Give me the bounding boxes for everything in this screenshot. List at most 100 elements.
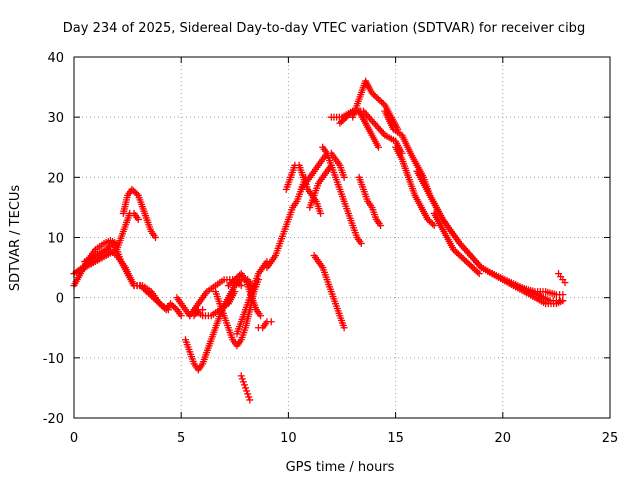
data-point-interp [148, 292, 156, 300]
data-point [128, 185, 136, 193]
data-point [342, 113, 350, 121]
data-point [449, 246, 457, 254]
data-point-interp [376, 97, 384, 105]
data-point-interp [344, 112, 352, 120]
data-point-interp [105, 243, 113, 251]
data-point-interp [459, 255, 467, 263]
data-point [374, 95, 382, 103]
data-point [374, 143, 382, 151]
data-point [267, 318, 275, 326]
data-point-interp [466, 261, 474, 269]
data-point [340, 173, 348, 181]
x-tick-label: 15 [387, 431, 404, 446]
data-point [231, 288, 239, 296]
data-point-interp [370, 91, 378, 99]
x-tick-label: 0 [70, 431, 78, 446]
data-point [239, 378, 247, 386]
data-point [199, 306, 207, 314]
data-point-interp [232, 274, 240, 282]
data-point-interp [371, 92, 379, 100]
series-arc23 [349, 77, 402, 133]
chart-title: Day 234 of 2025, Sidereal Day-to-day VTE… [63, 21, 585, 36]
data-point [317, 209, 325, 217]
data-point-interp [138, 283, 146, 291]
plot-frame [73, 56, 611, 419]
data-point-interp [168, 301, 176, 309]
data-point [237, 282, 245, 290]
series-arc14 [237, 372, 254, 404]
data-point [143, 288, 151, 296]
data-point-interp [429, 220, 437, 228]
data-point [136, 282, 144, 290]
data-point [357, 240, 365, 248]
x-tick-label: 10 [280, 431, 297, 446]
data-point [377, 221, 385, 229]
y-tick-label: 40 [47, 51, 64, 66]
data-point-interp [171, 304, 179, 312]
data-point [102, 246, 110, 254]
y-tick-label: -10 [43, 352, 64, 367]
data-point [177, 312, 185, 320]
data-point-interp [378, 98, 386, 106]
data-point [559, 291, 567, 299]
data-point [336, 119, 344, 127]
y-tick-label: -20 [43, 412, 64, 427]
data-point-interp [159, 303, 167, 311]
data-point-interp [427, 218, 435, 226]
data-point [156, 300, 164, 308]
data-point [224, 282, 232, 290]
data-point [368, 89, 376, 97]
series-arc31 [555, 270, 569, 287]
data-point [561, 279, 569, 287]
data-point-interp [157, 301, 165, 309]
data-point [469, 264, 477, 272]
x-tick-label: 20 [495, 431, 512, 446]
data-point-interp [129, 187, 137, 195]
data-point-interp [140, 285, 148, 293]
series-arc20 [319, 143, 365, 248]
data-point-interp [472, 267, 480, 275]
data-point [430, 221, 438, 229]
data-point-interp [229, 277, 237, 285]
data-point [166, 300, 174, 308]
data-point [246, 396, 254, 404]
data-point-interp [151, 295, 159, 303]
series-arc19 [306, 161, 335, 211]
data-point-interp [243, 387, 251, 395]
data-point [231, 276, 239, 284]
series-arc5 [81, 240, 151, 296]
data-points [70, 77, 569, 404]
data-point-interp [346, 110, 354, 118]
y-tick-label: 20 [47, 171, 64, 186]
data-point-interp [226, 280, 234, 288]
data-point-interp [461, 256, 469, 264]
data-point [244, 390, 252, 398]
data-point-interp [451, 247, 459, 255]
data-point-interp [170, 303, 178, 311]
series-arc25 [413, 167, 567, 308]
data-point [237, 372, 245, 380]
data-point-interp [234, 273, 242, 281]
series-arc3 [119, 185, 159, 241]
data-point-interp [146, 291, 154, 299]
x-axis-label: GPS time / hours [286, 460, 395, 475]
data-point [151, 234, 159, 241]
data-point-interp [341, 115, 349, 123]
data-point [462, 258, 470, 266]
data-point-interp [454, 250, 462, 258]
data-point [242, 384, 250, 392]
data-point-interp [474, 268, 482, 276]
data-point-interp [141, 286, 149, 294]
data-point [424, 215, 432, 223]
data-point-interp [153, 297, 161, 305]
data-point-interp [245, 393, 253, 401]
data-point [149, 294, 157, 302]
series-arc8 [181, 276, 256, 374]
series-arc29 [430, 209, 483, 278]
data-point [475, 270, 483, 278]
data-point-interp [373, 94, 381, 102]
series-arc27 [355, 173, 385, 229]
y-axis-label: SDTVAR / TECUs [8, 185, 23, 292]
y-tick-label: 30 [47, 111, 64, 126]
data-point-interp [379, 100, 387, 108]
